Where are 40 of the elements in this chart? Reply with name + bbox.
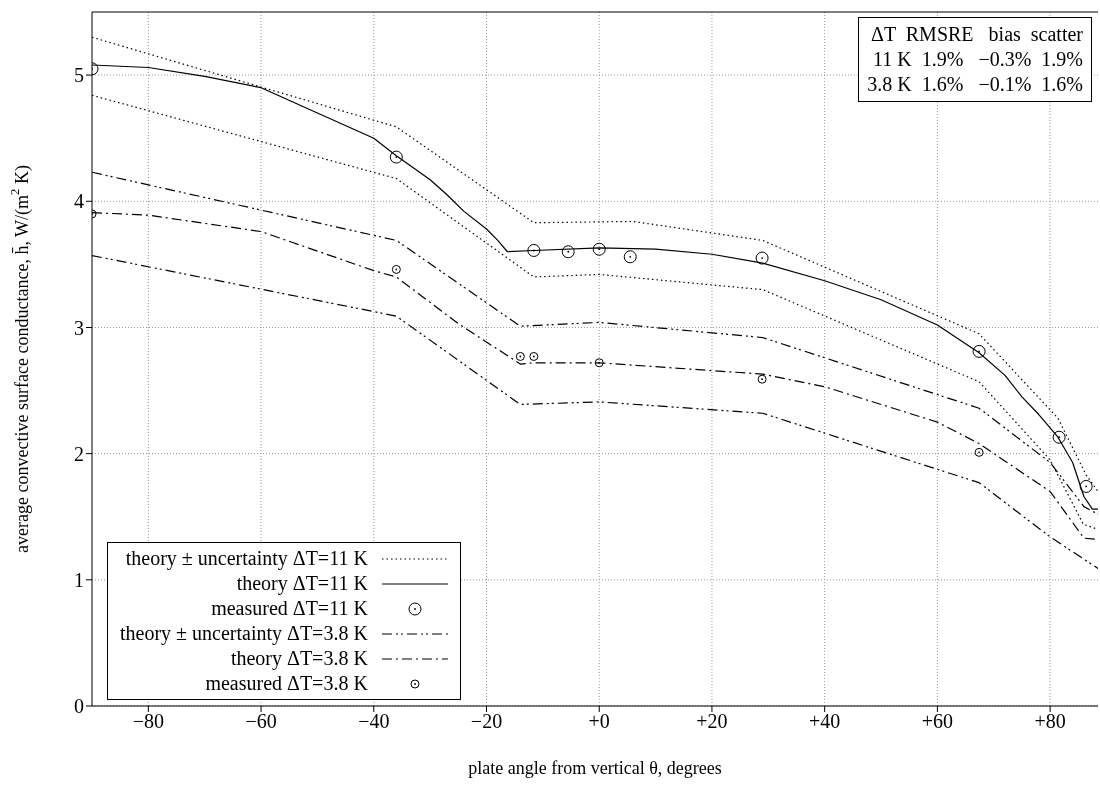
annotation: ΔT RMSRE bias scatter [870,22,1083,47]
x-axis-title: plate angle from vertical θ, degrees [468,758,722,778]
point [974,447,984,457]
x-tick-label: +0 [588,710,610,733]
point [972,344,986,358]
point [561,245,575,259]
legend-label: theory ΔT=11 K [236,571,368,596]
y-tick-label: 2 [74,442,84,465]
x-tick-label: −60 [245,710,277,733]
y-tick-label: 3 [74,316,84,339]
legend-label: theory ± uncertainty ΔT=3.8 K [120,621,368,646]
annotation: 11 K 1.9% −0.3% 1.9% [872,47,1083,72]
x-tick-label: −40 [358,710,390,733]
legend-label: measured ΔT=3.8 K [205,671,368,696]
point [529,351,539,361]
point [623,250,637,264]
x-tick-label: +40 [809,710,841,733]
point [755,251,769,265]
x-tick-label: +20 [696,710,728,733]
x-tick-label: +80 [1034,710,1066,733]
y-tick-label: 1 [74,568,84,591]
legend-label: theory ΔT=3.8 K [230,646,368,671]
y-tick-label: 4 [74,190,84,213]
point [594,358,604,368]
point [391,264,401,274]
point [515,351,525,361]
point [527,243,541,257]
x-tick-label: +60 [921,710,954,733]
point [1052,430,1066,444]
x-tick-label: −20 [470,710,503,733]
y-tick-label: 5 [74,64,84,87]
x-tick-label: −80 [132,710,164,733]
legend-label: measured ΔT=11 K [211,596,368,621]
annotation: 3.8 K 1.6% −0.1% 1.6% [867,72,1083,97]
point [757,374,767,384]
point [592,242,606,256]
y-tick-label: 0 [74,695,84,718]
point [389,150,403,164]
point [1079,479,1093,493]
legend-label: theory ± uncertainty ΔT=11 K [125,546,368,571]
